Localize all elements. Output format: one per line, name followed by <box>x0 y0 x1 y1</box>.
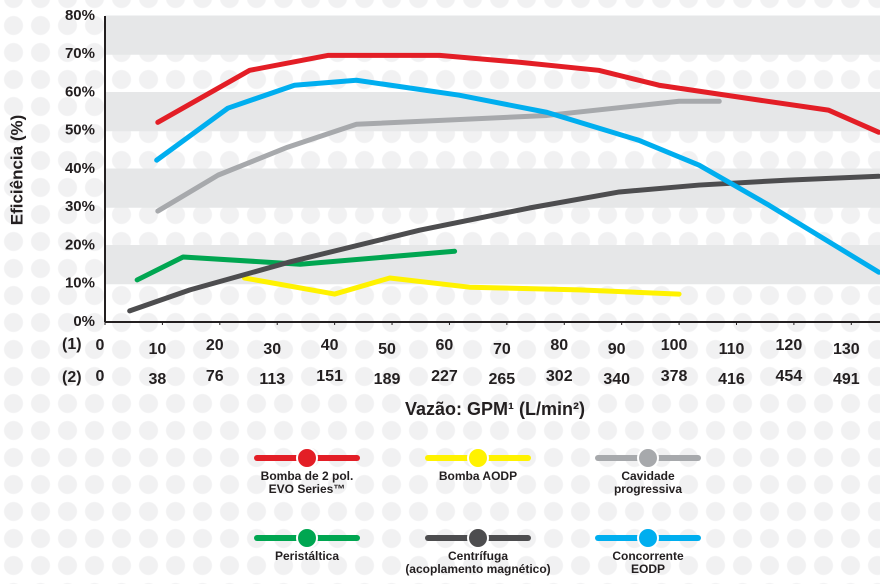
legend-dot <box>467 527 489 549</box>
x-tick-label: 30 <box>263 341 281 358</box>
series-line <box>127 173 880 314</box>
series-line <box>134 248 458 283</box>
x-tick-label-lpm: 151 <box>316 368 343 385</box>
legend-dot <box>296 447 318 469</box>
x-tick-label: 60 <box>436 337 454 354</box>
x-tick-label: 70 <box>493 341 511 358</box>
x-tick-label: 100 <box>661 337 688 354</box>
y-tick-label: 70% <box>65 45 95 62</box>
x-tick-label: 120 <box>776 337 803 354</box>
legend-label: Concorrente EODP <box>612 549 684 576</box>
y-tick-label: 10% <box>65 275 95 292</box>
x-tick-label: 50 <box>378 341 396 358</box>
x-tick-label: 90 <box>608 341 626 358</box>
x-tick-label: 110 <box>719 341 745 358</box>
x-tick-label-lpm: 378 <box>661 368 688 385</box>
x-tick-label-lpm: 491 <box>833 371 860 388</box>
x-tick-label-lpm: 0 <box>96 368 105 385</box>
x-tick-label-lpm: 189 <box>374 371 401 388</box>
x-tick-label-lpm: 38 <box>149 371 167 388</box>
y-tick-label: 60% <box>65 83 95 100</box>
x-tick-label: 40 <box>321 337 339 354</box>
series-line <box>242 275 682 297</box>
y-tick-label: 20% <box>65 236 95 253</box>
grid-band <box>105 169 880 208</box>
x-tick-label-lpm: 340 <box>603 371 630 388</box>
grid-band <box>105 16 880 55</box>
y-axis-label: Eficiência (%) <box>7 115 26 226</box>
y-tick-label: 0% <box>73 313 95 330</box>
legend-label: Cavidade progressiva <box>613 469 683 496</box>
x-tick-label: 80 <box>550 337 568 354</box>
series-line <box>154 77 880 275</box>
x-axis-label: Vazão: GPM¹ (L/min²) <box>405 399 585 419</box>
x-tick-label-lpm: 454 <box>776 368 803 385</box>
x-tick-label-lpm: 76 <box>206 368 224 385</box>
x-tick-label-lpm: 416 <box>718 371 745 388</box>
x-tick-label: 20 <box>206 337 224 354</box>
x-tick-label-lpm: 227 <box>431 368 458 385</box>
legend-dot <box>296 527 318 549</box>
legend-dot <box>637 527 659 549</box>
series-line <box>155 52 880 135</box>
x-tick-label-lpm: 113 <box>259 371 285 388</box>
x-tick-label: 10 <box>149 341 167 358</box>
legend-label: Bomba de 2 pol. EVO Series™ <box>260 469 354 496</box>
x-tick-label: 130 <box>833 341 860 358</box>
y-tick-label: 40% <box>65 160 95 177</box>
legend-label: Peristáltica <box>274 549 340 563</box>
y-tick-label: 50% <box>65 122 95 139</box>
x-tick-row-label: (2) <box>62 369 82 386</box>
legend-label: Centrífuga (acoplamento magnético) <box>405 549 551 576</box>
x-tick-label: 0 <box>96 337 105 354</box>
y-tick-label: 80% <box>65 7 95 24</box>
x-tick-row-label: (1) <box>62 336 82 353</box>
legend-label: Bomba AODP <box>438 469 518 483</box>
x-tick-label-lpm: 302 <box>546 368 573 385</box>
x-tick-label-lpm: 265 <box>489 371 516 388</box>
series-line <box>155 98 722 214</box>
grid-band <box>105 245 880 284</box>
grid <box>105 15 880 323</box>
legend-dot <box>467 447 489 469</box>
y-tick-label: 30% <box>65 198 95 215</box>
legend-dot <box>637 447 659 469</box>
